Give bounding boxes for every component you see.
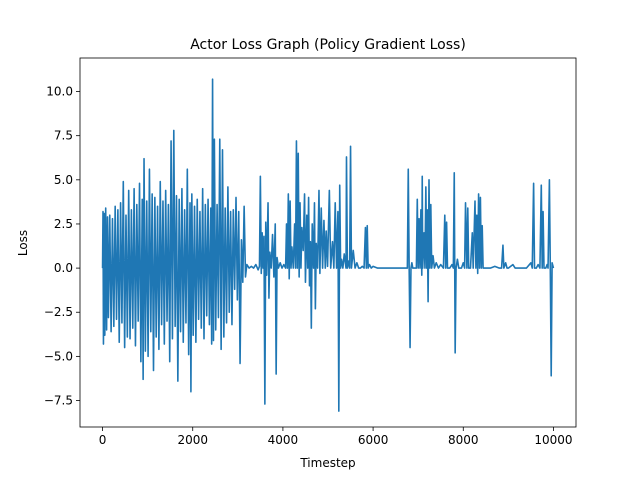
y-tick-label: 0.0 [54,261,73,275]
x-tick-label: 0 [99,433,107,447]
y-tick-label: −2.5 [44,305,73,319]
y-tick-label: 5.0 [54,173,73,187]
x-tick-label: 10000 [534,433,572,447]
series-layer [101,78,555,412]
x-axis-ticks: 0 2000 4000 6000 8000 10000 [99,427,573,447]
y-axis-ticks: −7.5 −5.0 −2.5 0.0 2.5 5.0 7.5 10.0 [44,85,80,408]
y-axis-label: Loss [16,230,30,256]
x-tick-label: 2000 [177,433,208,447]
y-tick-label: 7.5 [54,129,73,143]
plot-frame [79,57,577,428]
chart-title: Actor Loss Graph (Policy Gradient Loss) [190,37,466,53]
x-tick-label: 8000 [448,433,479,447]
x-tick-label: 6000 [358,433,389,447]
y-tick-label: −7.5 [44,394,73,408]
series-line-0 [101,78,555,412]
x-tick-label: 4000 [268,433,299,447]
y-tick-label: −5.0 [44,349,73,363]
y-tick-label: 10.0 [46,85,73,99]
y-tick-label: 2.5 [54,217,73,231]
x-axis-label: Timestep [299,456,355,470]
